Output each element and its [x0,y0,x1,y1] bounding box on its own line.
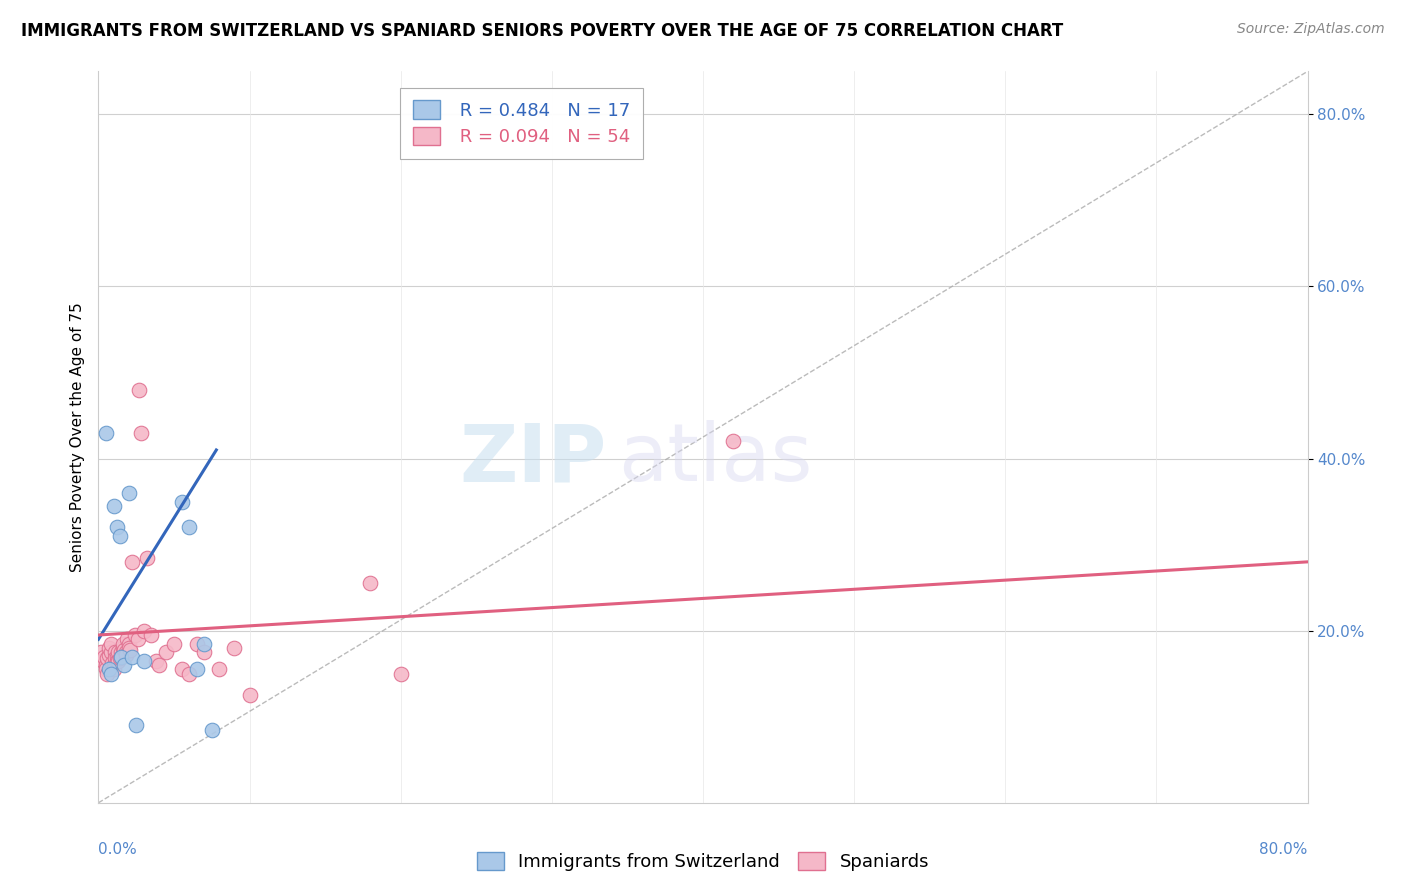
Point [179,520,201,534]
Point [105,654,128,668]
Point [125,718,148,732]
Point [135,550,157,565]
Point [193,637,215,651]
Point [193,645,215,659]
Y-axis label: Seniors Poverty Over the Age of 75: Seniors Poverty Over the Age of 75 [69,302,84,572]
Point [110,645,132,659]
Point [128,383,150,397]
Point [155,645,177,659]
Text: atlas: atlas [619,420,813,498]
Point [112,658,135,673]
Point [112,642,135,657]
Point [170,494,193,508]
Point [100,666,122,681]
Point [132,654,155,668]
Point [114,648,136,662]
Point [107,645,129,659]
Point [121,649,143,664]
Text: Source: ZipAtlas.com: Source: ZipAtlas.com [1237,22,1385,37]
Point [96,651,118,665]
Point [389,666,412,681]
Point [114,645,136,659]
Point [93,649,115,664]
Point [100,645,122,659]
Point [108,651,131,665]
Point [91,654,114,668]
Point [110,649,132,664]
Point [98,640,121,655]
Text: 80.0%: 80.0% [1260,842,1308,856]
Point [118,640,141,655]
Point [186,662,208,676]
Point [115,632,138,647]
Text: ZIP: ZIP [458,420,606,498]
Point [141,628,163,642]
Point [170,662,193,676]
Point [108,529,131,543]
Point [103,658,125,673]
Point [94,425,117,440]
Point [121,555,143,569]
Legend: Immigrants from Switzerland, Spaniards: Immigrants from Switzerland, Spaniards [470,845,936,879]
Point [104,651,127,665]
Point [124,628,146,642]
Point [148,658,170,673]
Legend:  R = 0.484   N = 17,  R = 0.094   N = 54: R = 0.484 N = 17, R = 0.094 N = 54 [401,87,643,159]
Point [163,637,186,651]
Point [103,662,125,676]
Point [98,648,121,662]
Point [111,640,134,655]
Point [723,434,745,449]
Point [103,499,125,513]
Point [118,486,141,500]
Point [132,624,155,638]
Point [120,642,142,657]
Point [127,632,149,647]
Point [208,662,231,676]
Point [98,662,121,676]
Text: IMMIGRANTS FROM SWITZERLAND VS SPANIARD SENIORS POVERTY OVER THE AGE OF 75 CORRE: IMMIGRANTS FROM SWITZERLAND VS SPANIARD … [21,22,1063,40]
Point [94,662,117,676]
Point [186,637,208,651]
Point [100,637,122,651]
Point [107,654,129,668]
Point [111,637,134,651]
Point [96,666,118,681]
Point [201,723,224,737]
Point [118,637,141,651]
Text: 0.0%: 0.0% [98,842,138,856]
Point [110,649,132,664]
Point [104,645,127,659]
Point [145,654,167,668]
Point [94,658,117,673]
Point [105,520,128,534]
Point [90,645,112,659]
Point [129,425,152,440]
Point [101,657,124,671]
Point [239,688,262,702]
Point [105,649,128,664]
Point [179,666,201,681]
Point [360,576,382,591]
Point [224,640,246,655]
